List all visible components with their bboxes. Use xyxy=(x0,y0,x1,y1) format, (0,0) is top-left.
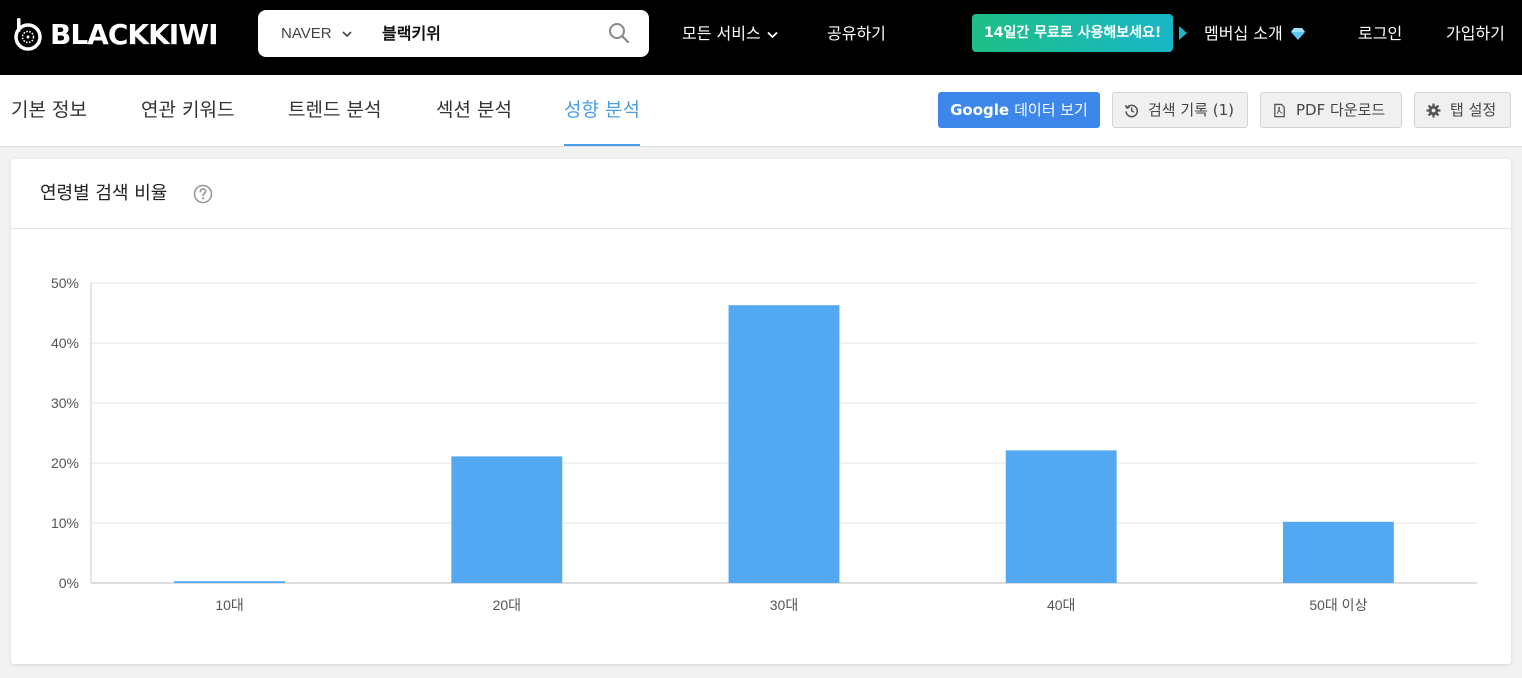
pdf-download-label: PDF 다운로드 xyxy=(1296,101,1386,119)
membership-label: 멤버십 소개 xyxy=(1204,24,1283,43)
membership-link[interactable]: 멤버십 소개 xyxy=(1204,0,1305,68)
card-title: 연령별 검색 비율 xyxy=(40,183,168,204)
all-services-label: 모든 서비스 xyxy=(682,24,761,43)
search-input[interactable]: 블랙키위 xyxy=(382,24,441,43)
logo-text: BLACKKIWI xyxy=(50,17,219,51)
y-tick-label: 10% xyxy=(51,515,79,531)
chevron-down-icon xyxy=(767,31,778,38)
search-history-label: 검색 기록 (1) xyxy=(1148,101,1234,119)
all-services-menu[interactable]: 모든 서비스 xyxy=(682,0,778,68)
search-history-button[interactable]: 검색 기록 (1) xyxy=(1112,92,1248,128)
y-tick-label: 40% xyxy=(51,335,79,351)
top-header: BLACKKIWI NAVER 블랙키위 모든 서비스 공유하기 14일간 무료… xyxy=(0,0,1522,75)
google-brand-label: Google xyxy=(950,101,1010,119)
free-trial-badge-tail xyxy=(1179,26,1187,40)
logo[interactable]: BLACKKIWI xyxy=(12,16,219,52)
login-link[interactable]: 로그인 xyxy=(1358,24,1403,43)
tab-section-analysis[interactable]: 섹션 분석 xyxy=(436,99,512,121)
gear-icon xyxy=(1426,102,1441,118)
signup-link[interactable]: 가입하기 xyxy=(1446,24,1505,43)
pdf-file-icon xyxy=(1274,103,1285,117)
search-box[interactable]: NAVER 블랙키위 xyxy=(258,10,649,57)
tab-settings-label: 탭 설정 xyxy=(1450,101,1497,119)
bar-4[interactable] xyxy=(1005,450,1117,583)
x-tick-label: 20대 xyxy=(493,597,521,613)
pdf-download-button[interactable]: PDF 다운로드 xyxy=(1260,92,1402,128)
x-tick-label: 30대 xyxy=(770,597,798,613)
free-trial-badge[interactable]: 14일간 무료로 사용해보세요! xyxy=(972,14,1174,52)
tab-tendency-analysis[interactable]: 성향 분석 xyxy=(564,75,640,146)
y-tick-label: 0% xyxy=(59,575,79,591)
y-tick-label: 50% xyxy=(51,275,79,291)
chevron-down-icon xyxy=(342,30,352,37)
tab-related-keywords[interactable]: 연관 키워드 xyxy=(141,99,235,121)
diamond-icon xyxy=(1290,28,1305,40)
age-ratio-card: 연령별 검색 비율 0% 10% 20% 30% 40% 50% 10대 20대 30대 40대 5… xyxy=(11,159,1511,664)
bar-2[interactable] xyxy=(451,456,563,583)
y-tick-label: 20% xyxy=(51,455,79,471)
kiwi-logo-icon xyxy=(14,18,42,51)
question-circle-icon[interactable] xyxy=(193,184,213,204)
share-link[interactable]: 공유하기 xyxy=(827,24,886,43)
x-tick-label: 40대 xyxy=(1047,597,1075,613)
y-tick-label: 30% xyxy=(51,395,79,411)
google-data-label: 데이터 보기 xyxy=(1014,101,1088,119)
tab-bar: 기본 정보 연관 키워드 트렌드 분석 섹션 분석 성향 분석 Google 데… xyxy=(0,75,1522,147)
card-header: 연령별 검색 비율 xyxy=(11,159,1511,229)
age-ratio-bar-chart: 0% 10% 20% 30% 40% 50% 10대 20대 30대 40대 50대 이상 xyxy=(51,275,1477,613)
search-engine-select[interactable]: NAVER xyxy=(281,10,352,57)
bar-5[interactable] xyxy=(1282,521,1394,583)
tab-basic-info[interactable]: 기본 정보 xyxy=(11,99,87,121)
x-tick-label: 50대 이상 xyxy=(1309,597,1367,613)
bar-3[interactable] xyxy=(728,305,840,583)
tab-trend-analysis[interactable]: 트렌드 분석 xyxy=(288,99,382,121)
google-data-button[interactable]: Google 데이터 보기 xyxy=(938,92,1100,128)
history-icon xyxy=(1124,104,1139,117)
search-icon[interactable] xyxy=(608,22,630,44)
search-engine-label: NAVER xyxy=(281,25,332,42)
tab-settings-button[interactable]: 탭 설정 xyxy=(1414,92,1511,128)
x-tick-label: 10대 xyxy=(215,597,243,613)
bar-1[interactable] xyxy=(174,581,286,583)
